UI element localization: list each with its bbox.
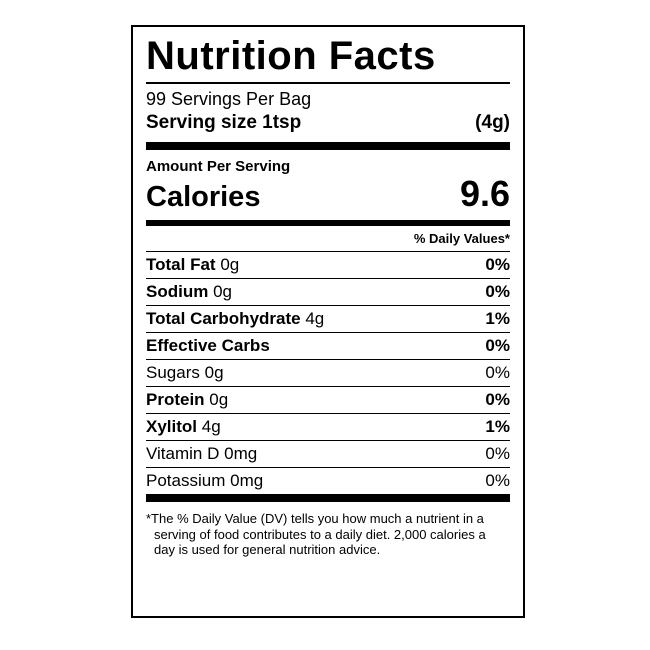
nutrient-amount: 0g <box>220 255 240 275</box>
nutrient-row-sodium: Sodium 0g 0% <box>146 278 510 305</box>
nutrient-name: Protein <box>146 390 205 410</box>
nutrient-row-total-carbohydrate: Total Carbohydrate 4g 1% <box>146 305 510 332</box>
nutrient-dv: 0% <box>485 390 510 410</box>
nutrient-label: Xylitol 4g <box>146 414 221 440</box>
nutrient-label: Sugars 0g <box>146 360 224 386</box>
nutrient-label: Potassium 0mg <box>146 468 263 494</box>
nutrient-rows: Total Fat 0g 0% Sodium 0g 0% Total Carbo… <box>146 251 510 494</box>
amount-per-serving-label: Amount Per Serving <box>146 158 291 176</box>
nutrient-name: Effective Carbs <box>146 336 270 356</box>
nutrient-dv: 0% <box>485 336 510 356</box>
nutrient-amount: 4g <box>305 309 325 329</box>
calories-value: 9.6 <box>459 173 510 215</box>
nutrient-name: Potassium <box>146 471 226 491</box>
nutrient-dv: 1% <box>485 417 510 437</box>
daily-value-footnote: *The % Daily Value (DV) tells you how mu… <box>146 511 486 558</box>
daily-value-header: % Daily Values* <box>413 231 510 247</box>
nutrient-row-vitamin-d: Vitamin D 0mg 0% <box>146 440 510 467</box>
label-title: Nutrition Facts <box>146 34 436 78</box>
nutrient-name: Xylitol <box>146 417 198 437</box>
nutrient-dv: 0% <box>485 363 510 383</box>
nutrient-row-effective-carbs: Effective Carbs 0% <box>146 332 510 359</box>
nutrient-amount: 0g <box>209 390 229 410</box>
nutrient-dv: 0% <box>485 471 510 491</box>
nutrient-row-protein: Protein 0g 0% <box>146 386 510 413</box>
serving-size-weight: (4g) <box>475 112 510 134</box>
calories-row: Calories 9.6 <box>146 176 510 214</box>
nutrient-name: Sugars <box>146 363 200 383</box>
nutrient-label: Protein 0g <box>146 387 228 413</box>
bottom-thick-bar <box>146 494 510 503</box>
nutrient-name: Sodium <box>146 282 209 302</box>
nutrient-dv: 1% <box>485 309 510 329</box>
title-divider <box>146 81 510 84</box>
nutrient-label: Effective Carbs <box>146 333 270 359</box>
servings-per-container: 99 Servings Per Bag <box>146 88 312 109</box>
nutrient-row-total-fat: Total Fat 0g 0% <box>146 251 510 278</box>
nutrient-amount: 0g <box>213 282 232 302</box>
nutrient-name: Total Carbohydrate <box>146 309 301 329</box>
nutrient-dv: 0% <box>485 255 510 275</box>
nutrient-label: Sodium 0g <box>146 279 232 305</box>
nutrition-facts-label: Nutrition Facts 99 Servings Per Bag Serv… <box>131 25 525 618</box>
nutrient-row-xylitol: Xylitol 4g 1% <box>146 413 510 440</box>
nutrient-amount: 0g <box>204 363 224 383</box>
nutrient-amount: 0mg <box>230 471 264 491</box>
nutrient-dv: 0% <box>485 444 510 464</box>
nutrient-name: Total Fat <box>146 255 216 275</box>
nutrient-amount: 4g <box>201 417 221 437</box>
nutrient-row-potassium: Potassium 0mg 0% <box>146 467 510 494</box>
serving-size-row: Serving size 1tsp (4g) <box>146 112 510 135</box>
top-thick-bar <box>146 142 510 151</box>
nutrient-row-sugars: Sugars 0g 0% <box>146 359 510 386</box>
calories-label: Calories <box>146 181 261 214</box>
nutrient-label: Total Carbohydrate 4g <box>146 306 324 332</box>
nutrient-label: Total Fat 0g <box>146 252 239 278</box>
nutrient-amount: 0mg <box>224 444 258 464</box>
calories-divider-bar <box>146 220 510 227</box>
serving-size-label: Serving size 1tsp <box>146 112 302 134</box>
nutrient-label: Vitamin D 0mg <box>146 441 257 467</box>
nutrient-dv: 0% <box>485 282 510 302</box>
nutrient-name: Vitamin D <box>146 444 220 464</box>
